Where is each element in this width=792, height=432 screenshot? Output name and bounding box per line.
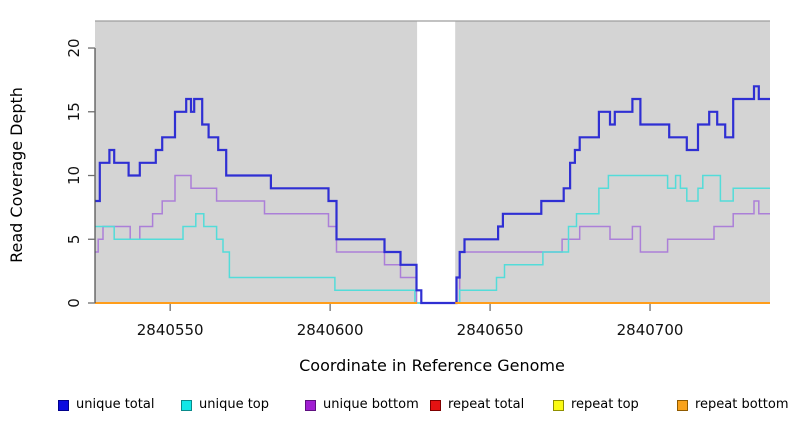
repeat-bottom-swatch-icon [677, 399, 688, 411]
y-tick-label: 20 [65, 38, 83, 57]
unique-bottom-swatch-icon [305, 399, 316, 411]
legend-item-repeat-total: repeat total [430, 397, 524, 413]
coverage-gap-region [417, 21, 456, 306]
legend-label: repeat top [571, 397, 639, 412]
x-tick-label: 2840600 [297, 321, 364, 339]
y-tick-label: 5 [65, 235, 83, 245]
x-tick-label: 2840550 [137, 321, 204, 339]
legend-item-repeat-top: repeat top [553, 397, 639, 413]
x-tick-label: 2840650 [457, 321, 524, 339]
repeat-top-swatch-icon [553, 399, 564, 411]
legend-label: unique total [76, 397, 155, 412]
legend-item-unique-bottom: unique bottom [305, 397, 419, 413]
legend-label: repeat bottom [695, 397, 789, 412]
legend: unique total unique top unique bottom re… [0, 397, 792, 415]
x-tick-label: 2840700 [617, 321, 684, 339]
series-unique-total [95, 85, 770, 305]
legend-label: unique bottom [323, 397, 419, 412]
repeat-total-swatch-icon [430, 399, 441, 411]
y-tick-label: 0 [65, 298, 83, 308]
unique-top-swatch-icon [181, 399, 192, 411]
legend-label: repeat total [448, 397, 525, 412]
x-axis-title: Coordinate in Reference Genome [299, 356, 565, 375]
y-tick-label: 15 [65, 102, 83, 121]
unique-total-swatch-icon [58, 399, 69, 411]
y-axis-title: Read Coverage Depth [7, 87, 26, 263]
legend-item-repeat-bottom: repeat bottom [677, 397, 789, 413]
y-tick-label: 10 [65, 166, 83, 185]
series-unique-bottom [95, 174, 770, 304]
legend-item-unique-total: unique total [58, 397, 154, 413]
series-unique-top [95, 174, 770, 304]
legend-label: unique top [199, 397, 270, 412]
legend-item-unique-top: unique top [181, 397, 269, 413]
